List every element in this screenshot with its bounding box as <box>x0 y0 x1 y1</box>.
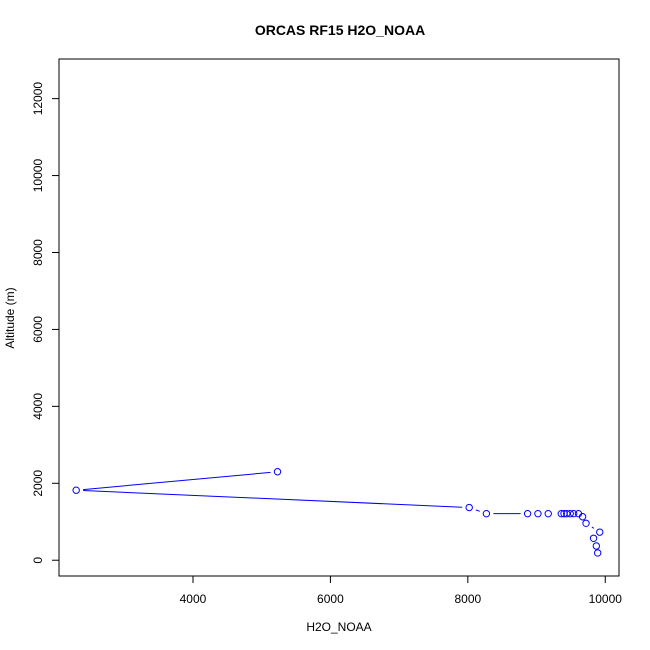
data-point <box>534 509 542 518</box>
y-tick-label: 2000 <box>31 470 45 497</box>
y-axis: 0 2000 4000 6000 8000 10000 12000 <box>31 82 59 564</box>
data-point <box>582 519 590 527</box>
y-axis-label: Altitude (m) <box>3 287 17 348</box>
data-point <box>593 549 602 557</box>
data-point <box>482 509 491 518</box>
x-tick-label: 10000 <box>589 592 623 606</box>
data-point <box>592 542 601 550</box>
data-point <box>465 503 473 512</box>
x-axis-label: H2O_NOAA <box>306 620 371 634</box>
series-points <box>72 468 604 557</box>
data-point <box>596 528 604 536</box>
y-tick-label: 10000 <box>31 159 45 193</box>
series-segment <box>83 471 271 491</box>
x-tick-label: 8000 <box>454 592 481 606</box>
data-point <box>72 486 80 494</box>
data-point <box>523 509 532 518</box>
data-point <box>569 509 578 518</box>
series-segment <box>475 509 480 512</box>
series-lines <box>83 471 595 529</box>
series-segment <box>591 526 595 529</box>
x-tick-label: 4000 <box>180 592 207 606</box>
y-tick-label: 12000 <box>31 82 45 116</box>
series-segment <box>83 490 463 508</box>
plot-frame <box>58 58 620 577</box>
data-point <box>544 509 552 518</box>
data-point <box>578 513 587 521</box>
y-tick-label: 0 <box>31 557 45 564</box>
chart-title: ORCAS RF15 H2O_NOAA <box>255 22 425 38</box>
data-point <box>273 468 282 476</box>
y-tick-label: 6000 <box>31 316 45 343</box>
y-tick-label: 8000 <box>31 239 45 266</box>
data-point <box>557 509 565 518</box>
x-axis: 4000 6000 8000 10000 <box>180 576 623 606</box>
data-point <box>589 534 598 543</box>
y-tick-label: 4000 <box>31 393 45 420</box>
data-point <box>566 509 574 518</box>
x-tick-label: 6000 <box>317 592 344 606</box>
